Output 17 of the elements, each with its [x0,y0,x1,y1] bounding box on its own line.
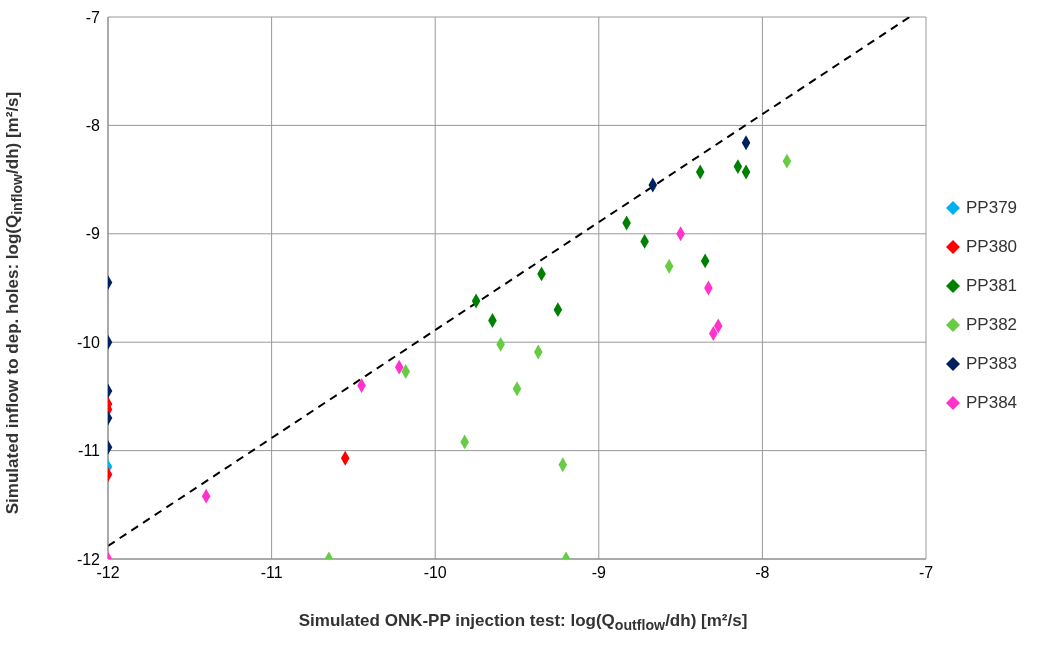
legend-label: PP380 [966,236,1018,257]
x-tick-label: -11 [260,564,283,582]
x-tick-label: -7 [918,564,934,582]
legend-label: PP383 [966,353,1018,374]
x-tick-label: -8 [755,564,770,582]
legend-label: PP381 [966,275,1018,296]
x-tick-label: -9 [591,564,607,582]
y-tick-label: -11 [78,442,101,460]
y-tick-label: -9 [85,225,101,243]
legend-label: PP379 [966,197,1018,218]
y-tick-label: -8 [85,117,101,135]
legend-label: PP384 [966,392,1018,413]
x-axis-title: Simulated ONK-PP injection test: log(Q$_{outflow}$/dh) [m²/s] [297,611,749,634]
y-tick-label: -10 [76,333,101,351]
x-tick-label: -10 [423,564,447,582]
y-tick-label: -7 [85,8,101,26]
legend-label: PP382 [966,314,1018,335]
